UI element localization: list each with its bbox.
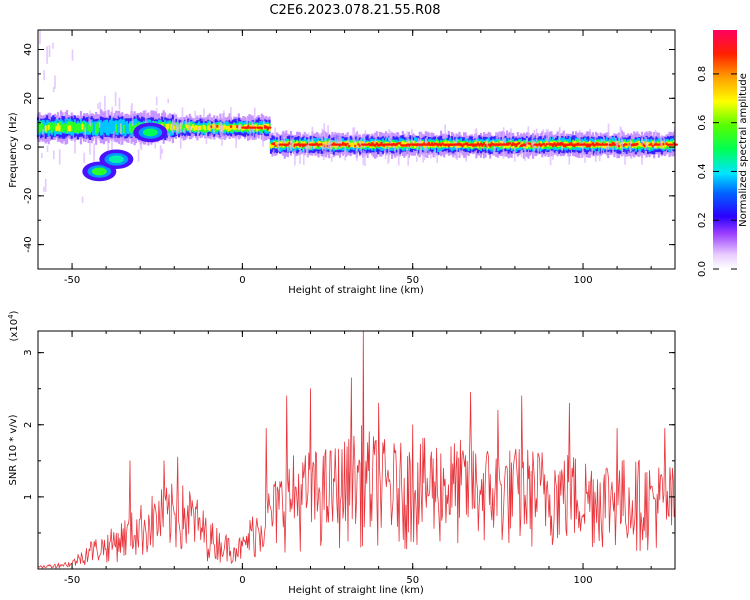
- colorbar-gradient: [713, 30, 737, 269]
- snr-y-label: SNR (10 * v/v): [8, 414, 19, 485]
- spectrogram-frame: [37, 29, 676, 270]
- spectrogram-feature: [108, 155, 124, 164]
- spectrogram-speckle: [39, 30, 676, 204]
- snr-scale-label: (x104): [7, 310, 20, 341]
- y-tick-label: 1: [23, 494, 34, 500]
- spectrogram-x-label: Height of straight line (km): [288, 285, 424, 296]
- x-tick-label: 0: [239, 575, 245, 586]
- colorbar-tick-label: 0.8: [697, 66, 708, 82]
- spectrogram-feature: [91, 167, 107, 176]
- colorbar-tick-label: 0.6: [697, 115, 708, 131]
- x-tick-label: -50: [64, 575, 80, 586]
- spectrogram-y-label: Frequency (Hz): [8, 112, 19, 188]
- spectrogram-panel: -50 0 50 100 -40 -20 0 20 40 Height of straight …: [8, 29, 678, 296]
- spectrogram-heatmap: [36, 30, 678, 204]
- colorbar-tick-label: 0.0: [697, 261, 708, 277]
- colorbar-ticks: 0.0 0.2 0.4 0.6 0.8: [697, 66, 737, 277]
- x-tick-label: 50: [406, 275, 419, 286]
- spectrogram-axes: -50 0 50 100 -40 -20 0 20 40: [23, 30, 675, 286]
- y-tick-label: 40: [23, 43, 34, 56]
- snr-series-line: [37, 330, 676, 569]
- snr-axes: -50 0 50 100 1 2 3: [23, 331, 675, 586]
- spectrogram-peak-cores: [241, 126, 678, 146]
- snr-x-label: Height of straight line (km): [288, 585, 424, 596]
- y-tick-label: 2: [23, 422, 34, 428]
- spectrogram-feature: [142, 128, 158, 137]
- y-tick-label: 3: [23, 349, 34, 355]
- x-tick-label: -50: [64, 275, 80, 286]
- y-tick-label: -20: [23, 188, 34, 204]
- colorbar-tick-label: 0.4: [697, 163, 708, 179]
- colorbar: 0.0 0.2 0.4 0.6 0.8 Normalized spectral ampl…: [697, 30, 749, 277]
- colorbar-label: Normalized spectral amplitude: [738, 73, 749, 227]
- snr-panel: -50 0 50 100 1 2 3 Height of straight line (km…: [7, 310, 676, 596]
- snr-frame: [37, 330, 676, 570]
- x-tick-label: 0: [239, 275, 245, 286]
- x-tick-label: 50: [406, 575, 419, 586]
- spectrogram-title: C2E6.2023.078.21.55.R08: [269, 3, 440, 18]
- colorbar-tick-label: 0.2: [697, 212, 708, 228]
- x-tick-label: 100: [573, 575, 592, 586]
- y-tick-label: 0: [23, 144, 34, 150]
- x-tick-label: 100: [573, 275, 592, 286]
- y-tick-label: 20: [23, 92, 34, 105]
- y-tick-label: -40: [23, 236, 34, 252]
